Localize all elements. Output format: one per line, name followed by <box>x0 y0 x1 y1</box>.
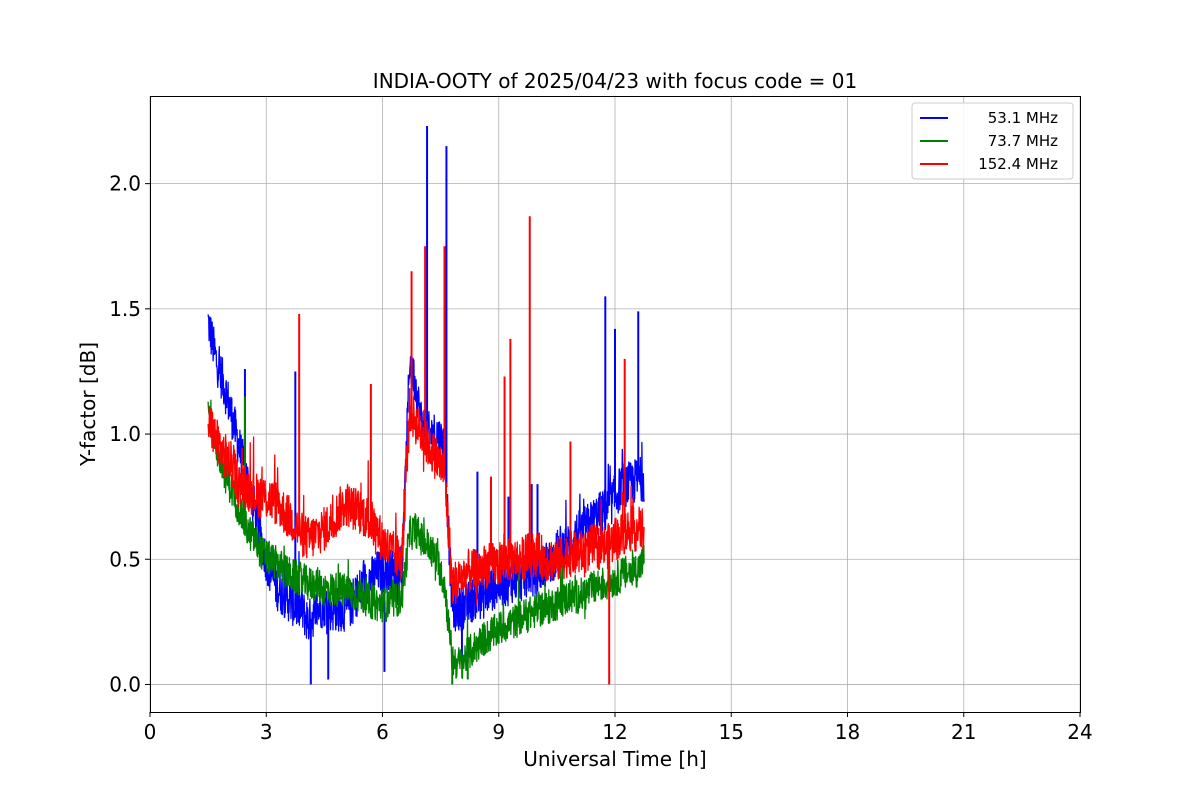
x-tick-label: 6 <box>376 720 389 744</box>
legend-box <box>911 102 1074 180</box>
series-line <box>207 399 645 679</box>
y-tick-label: 0.0 <box>109 672 141 696</box>
chart-title: INDIA-OOTY of 2025/04/23 with focus code… <box>373 69 857 93</box>
x-tick-label: 9 <box>492 720 505 744</box>
legend-label: 73.7 MHz <box>988 132 1058 150</box>
legend-label: 53.1 MHz <box>988 109 1058 127</box>
x-tick-label: 18 <box>835 720 860 744</box>
y-tick-label: 1.5 <box>109 297 141 321</box>
x-tick-label: 12 <box>602 720 627 744</box>
x-tick-label: 24 <box>1067 720 1092 744</box>
legend: 53.1 MHz 73.7 MHz 152.4 MHz <box>911 102 1074 180</box>
x-axis: 0 3 6 9 12 15 18 21 24 <box>144 712 1093 744</box>
x-tick-label: 21 <box>951 720 976 744</box>
x-tick-label: 3 <box>260 720 273 744</box>
x-tick-label: 0 <box>144 720 157 744</box>
y-tick-label: 1.0 <box>109 422 141 446</box>
y-tick-label: 0.5 <box>109 547 141 571</box>
legend-label: 152.4 MHz <box>978 155 1058 173</box>
y-axis-label: Y-factor [dB] <box>76 342 100 467</box>
plot-area <box>207 126 645 685</box>
y-axis: 0.0 0.5 1.0 1.5 2.0 <box>109 172 150 696</box>
x-axis-label: Universal Time [h] <box>523 747 706 771</box>
x-tick-label: 15 <box>719 720 744 744</box>
y-tick-label: 2.0 <box>109 172 141 196</box>
